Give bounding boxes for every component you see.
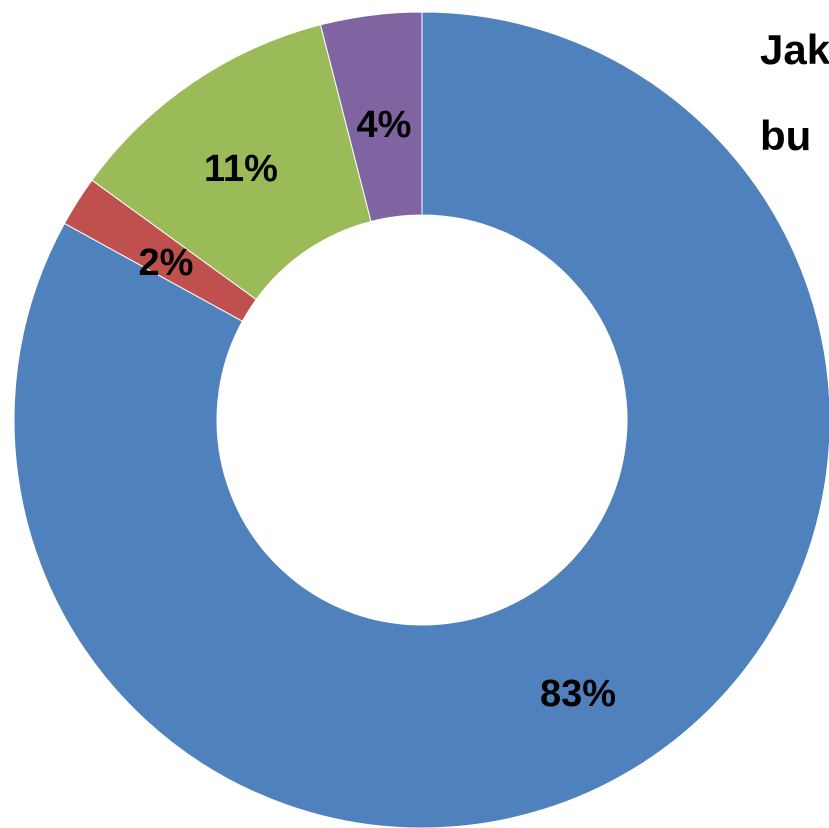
slices-layer	[13, 11, 829, 828]
labels-layer: 83% 2% 11% 4%	[139, 104, 616, 715]
chart-title: Jak bu	[760, 26, 829, 159]
slice-label-2: 2%	[139, 242, 194, 284]
title-line-2: bu	[760, 112, 811, 159]
donut-slice-4	[319, 11, 423, 223]
donut-slice-3	[91, 24, 372, 301]
slice-label-3: 11%	[204, 148, 278, 190]
donut-slice-1	[13, 11, 829, 828]
slice-label-4: 4%	[357, 104, 412, 146]
slice-label-1: 83%	[540, 673, 616, 715]
title-line-1: Jak	[760, 26, 829, 73]
